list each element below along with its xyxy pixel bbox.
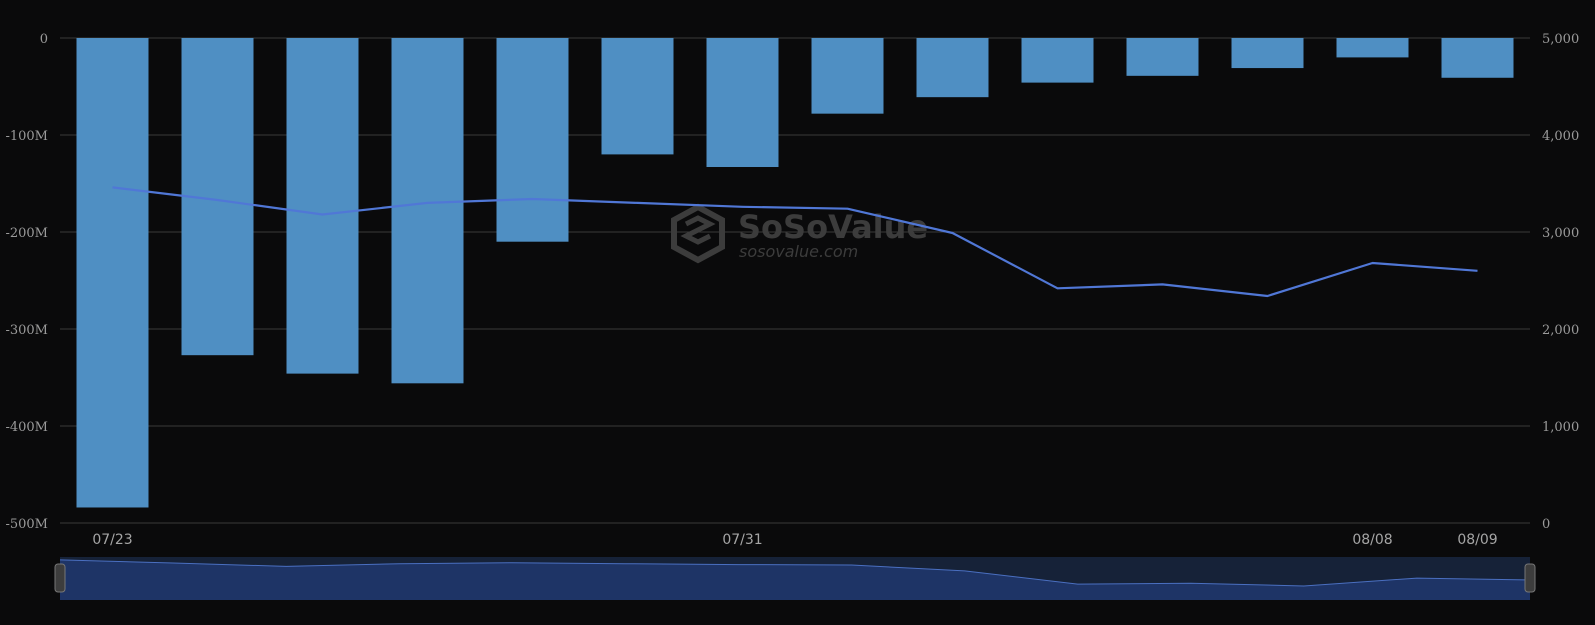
right-tick-label: 3,000: [1542, 226, 1579, 241]
bar: [1231, 38, 1304, 69]
slider-preview-area: [60, 559, 1530, 600]
bar: [1336, 38, 1409, 58]
watermark-name: SoSoValue: [738, 208, 928, 246]
line-path: [112, 186, 1478, 298]
left-tick-label: 0: [40, 32, 48, 47]
watermark-logo-icon: [671, 203, 725, 264]
bar: [1126, 38, 1199, 76]
slider-handle-right[interactable]: [1524, 563, 1536, 593]
right-y-axis: 5,000 4,000 3,000 2,000 1,000 0: [1542, 32, 1579, 532]
left-tick-label: -400M: [5, 420, 48, 435]
x-axis: 07/23 07/31 08/08 08/09: [92, 532, 1497, 548]
bar: [496, 38, 569, 242]
left-y-axis: 0 -100M -200M -300M -400M -500M: [5, 32, 48, 532]
right-tick-label: 5,000: [1542, 32, 1579, 47]
gridlines: [60, 37, 1530, 524]
bar: [916, 38, 989, 98]
slider-preview-line: [59, 559, 1531, 587]
bar: [1441, 38, 1514, 78]
right-tick-label: 1,000: [1542, 420, 1579, 435]
left-tick-label: -200M: [5, 226, 48, 241]
line-series: [112, 186, 1478, 298]
x-tick-label: 08/08: [1352, 532, 1392, 548]
data-zoom-slider[interactable]: [54, 557, 1536, 600]
bar: [286, 38, 359, 374]
x-tick-label: 07/23: [92, 532, 132, 548]
bar-series: [76, 38, 1514, 508]
right-tick-label: 2,000: [1542, 323, 1579, 338]
right-tick-label: 4,000: [1542, 129, 1579, 144]
right-tick-label: 0: [1542, 517, 1550, 532]
slider-handle-left[interactable]: [54, 563, 66, 593]
bar: [391, 38, 464, 384]
x-tick-label: 07/31: [722, 532, 762, 548]
bar: [76, 38, 149, 508]
left-tick-label: -500M: [5, 517, 48, 532]
bar: [601, 38, 674, 155]
bar: [1021, 38, 1094, 83]
left-tick-label: -300M: [5, 323, 48, 338]
bar: [706, 38, 779, 168]
watermark: SoSoValue sosovalue.com: [671, 203, 928, 264]
bar: [811, 38, 884, 114]
watermark-url: sosovalue.com: [739, 242, 858, 261]
left-tick-label: -100M: [5, 129, 48, 144]
x-tick-label: 08/09: [1457, 532, 1497, 548]
